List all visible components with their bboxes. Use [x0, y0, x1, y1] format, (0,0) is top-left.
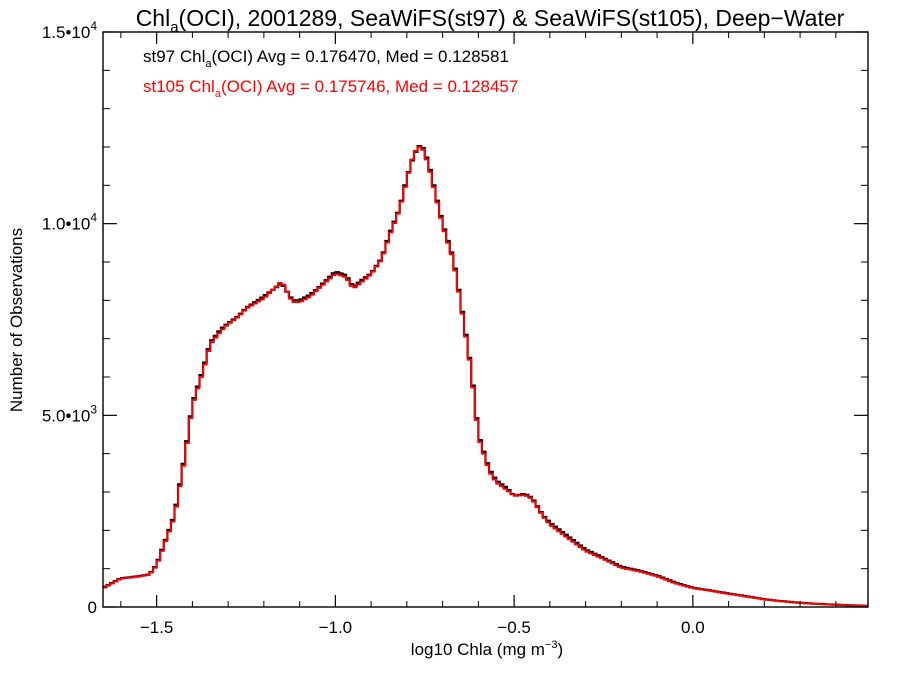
legend-st105-sub: a: [215, 88, 222, 100]
series-st97-histogram-line: [103, 144, 868, 607]
x-tick-label: −1.5: [140, 618, 174, 637]
legend-st105-annotation: st105 Chla(OCI) Avg = 0.175746, Med = 0.…: [143, 77, 518, 100]
x-tick-label: −0.5: [497, 618, 531, 637]
x-axis-label-post: ): [558, 640, 564, 659]
x-axis-label-sup: −3: [545, 639, 558, 651]
y-tick-label-exponent: 4: [90, 19, 97, 33]
legend-st97-annotation: st97 Chla(OCI) Avg = 0.176470, Med = 0.1…: [143, 47, 509, 70]
y-tick-label-base: 5.0•10: [42, 406, 91, 425]
legend-st97-post: (OCI) Avg = 0.176470, Med = 0.128581: [212, 47, 509, 66]
legend-st97-sub: a: [205, 58, 212, 70]
chart-title-sub: a: [170, 19, 179, 36]
x-tick-label: −1.0: [319, 618, 353, 637]
chart-title-post: (OCI), 2001289, SeaWiFS(st97) & SeaWiFS(…: [179, 5, 845, 31]
y-tick-label-exponent: 3: [90, 402, 97, 416]
y-axis-label: Number of Observations: [7, 228, 26, 412]
y-tick-label: 0: [88, 598, 97, 617]
y-tick-label-exponent: 4: [90, 211, 97, 225]
chart-title: Chla(OCI), 2001289, SeaWiFS(st97) & SeaW…: [136, 5, 845, 36]
y-tick-label: 1.0•104: [42, 211, 98, 234]
chart-title-pre: Chl: [136, 5, 171, 31]
x-tick-label: 0.0: [681, 618, 705, 637]
x-axis-label: log10 Chla (mg m−3): [411, 639, 563, 659]
plot-frame: [102, 31, 869, 608]
x-axis-label-pre: log10 Chla (mg m: [411, 640, 545, 659]
y-tick-label-base: 1.0•10: [42, 215, 91, 234]
legend-st97-pre: st97 Chl: [143, 47, 205, 66]
y-tick-label-base: 0: [88, 598, 97, 617]
legend-st105-pre: st105 Chl: [143, 77, 215, 96]
legend-st105-post: (OCI) Avg = 0.175746, Med = 0.128457: [221, 77, 518, 96]
y-tick-label: 1.5•104: [42, 19, 98, 42]
y-tick-label-base: 1.5•10: [42, 23, 91, 42]
series-st105-histogram-line: [103, 146, 868, 607]
y-tick-label: 5.0•103: [42, 402, 98, 425]
plot-layer: [103, 144, 868, 607]
